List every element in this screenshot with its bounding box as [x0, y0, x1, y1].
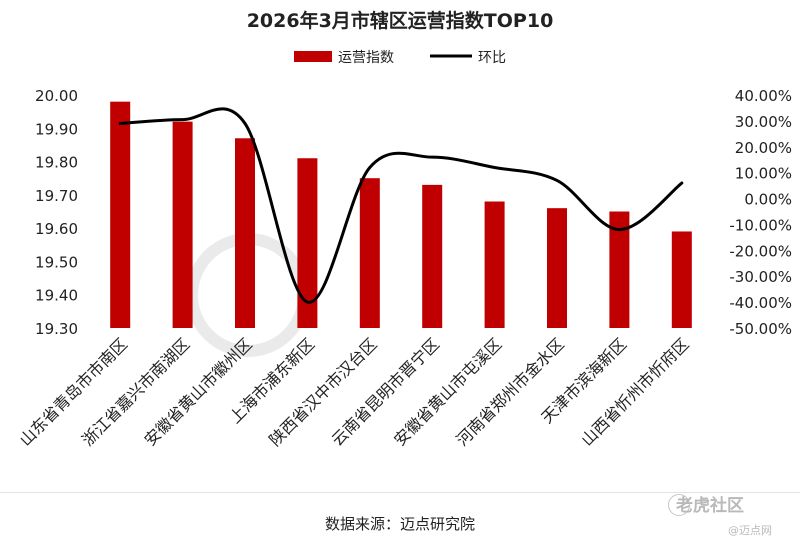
left-axis-tick-label: 19.40 [35, 287, 78, 305]
left-axis-tick-label: 19.80 [35, 154, 78, 172]
x-axis-category-label: 陕西省汉中市汉台区 [265, 334, 380, 449]
right-axis-tick-label: -30.00% [729, 268, 792, 286]
bar [110, 101, 131, 329]
right-axis-tick-label: 0.00% [744, 191, 792, 209]
x-axis-labels: 山东省青岛市市南区浙江省嘉兴市南湖区安徽省黄山市徽州区上海市浦东新区陕西省汉中市… [16, 334, 693, 449]
legend-line-label: 环比 [478, 50, 506, 66]
footer-divider [0, 492, 800, 493]
x-axis-category-label: 安徽省黄山市徽州区 [141, 334, 256, 449]
line-series [118, 107, 684, 304]
right-axis-tick-label: 40.00% [735, 87, 792, 105]
legend: 运营指数 环比 [294, 50, 506, 66]
legend-bar-label: 运营指数 [338, 50, 394, 66]
bar-series [110, 101, 692, 329]
bar [484, 201, 505, 328]
legend-bar-swatch [294, 51, 332, 62]
left-axis: 19.30 19.40 19.50 19.60 19.70 19.80 19.90 20.00 [35, 87, 78, 338]
series-line-huanbi [118, 107, 684, 304]
x-axis-category-label: 河南省郑州市金水区 [453, 334, 568, 449]
bar [297, 158, 318, 328]
bar [359, 178, 380, 328]
right-axis: -50.00% -40.00% -30.00% -20.00% -10.00% 0.00%… [729, 87, 792, 338]
bar [547, 208, 567, 328]
right-axis-tick-label: 10.00% [735, 165, 792, 183]
bar [235, 138, 255, 328]
left-axis-tick-label: 19.30 [35, 320, 78, 338]
bar [609, 211, 630, 328]
x-axis-category-label: 山东省青岛市市南区 [16, 334, 131, 449]
x-axis-category-label: 安徽省黄山市屯溪区 [390, 334, 505, 449]
left-axis-tick-label: 19.50 [35, 253, 78, 271]
x-axis-category-label: 云南省昆明市晋宁区 [328, 334, 443, 449]
right-axis-tick-label: -20.00% [729, 242, 792, 260]
bar [422, 184, 443, 328]
data-source: 数据来源：迈点研究院 [324, 515, 475, 533]
right-axis-tick-label: 30.00% [735, 113, 792, 131]
right-axis-tick-label: 20.00% [735, 139, 792, 157]
right-axis-tick-label: -40.00% [729, 294, 792, 312]
watermark-paw-icon [668, 494, 690, 516]
chart-title: 2026年3月市辖区运营指数TOP10 [247, 9, 554, 32]
watermark-brand: 老虎社区 [676, 496, 744, 516]
left-axis-tick-label: 19.90 [35, 120, 78, 138]
bar [172, 121, 193, 328]
bar [671, 231, 692, 328]
left-axis-tick-label: 19.60 [35, 220, 78, 238]
right-axis-tick-label: -10.00% [729, 216, 792, 234]
watermark-sub: @迈点网 [728, 524, 772, 537]
x-axis-category-label: 浙江省嘉兴市南湖区 [78, 334, 193, 449]
left-axis-tick-label: 19.70 [35, 187, 78, 205]
left-axis-tick-label: 20.00 [35, 87, 78, 105]
right-axis-tick-label: -50.00% [729, 320, 792, 338]
x-axis-category-label: 山西省忻州市忻府区 [577, 334, 692, 449]
